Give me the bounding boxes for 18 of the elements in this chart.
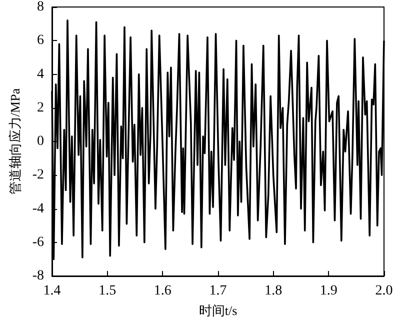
- x-tick-label: 1.5: [98, 284, 116, 298]
- y-tick-label: 4: [37, 66, 44, 82]
- y-tick-label: -4: [32, 201, 44, 216]
- y-tick-label: -2: [32, 168, 44, 183]
- x-tick-label: 1.4: [43, 284, 61, 298]
- y-tick-label: 8: [37, 0, 44, 14]
- y-axis-title: 管道轴向应力/MPa: [7, 88, 22, 195]
- x-axis-title: 时间t/s: [198, 303, 238, 318]
- x-tick-label: 2.0: [375, 284, 393, 298]
- x-tick-label: 1.8: [264, 284, 282, 298]
- y-tick-label: 6: [37, 33, 44, 48]
- y-tick-label: -8: [32, 268, 44, 284]
- y-tick-label: -6: [32, 234, 44, 250]
- y-tick-label: 2: [37, 100, 44, 116]
- x-tick-label: 1.6: [154, 284, 172, 298]
- x-tick-label: 1.9: [320, 284, 338, 298]
- x-tick-label: 1.7: [209, 284, 227, 298]
- y-tick-label: 0: [37, 134, 44, 149]
